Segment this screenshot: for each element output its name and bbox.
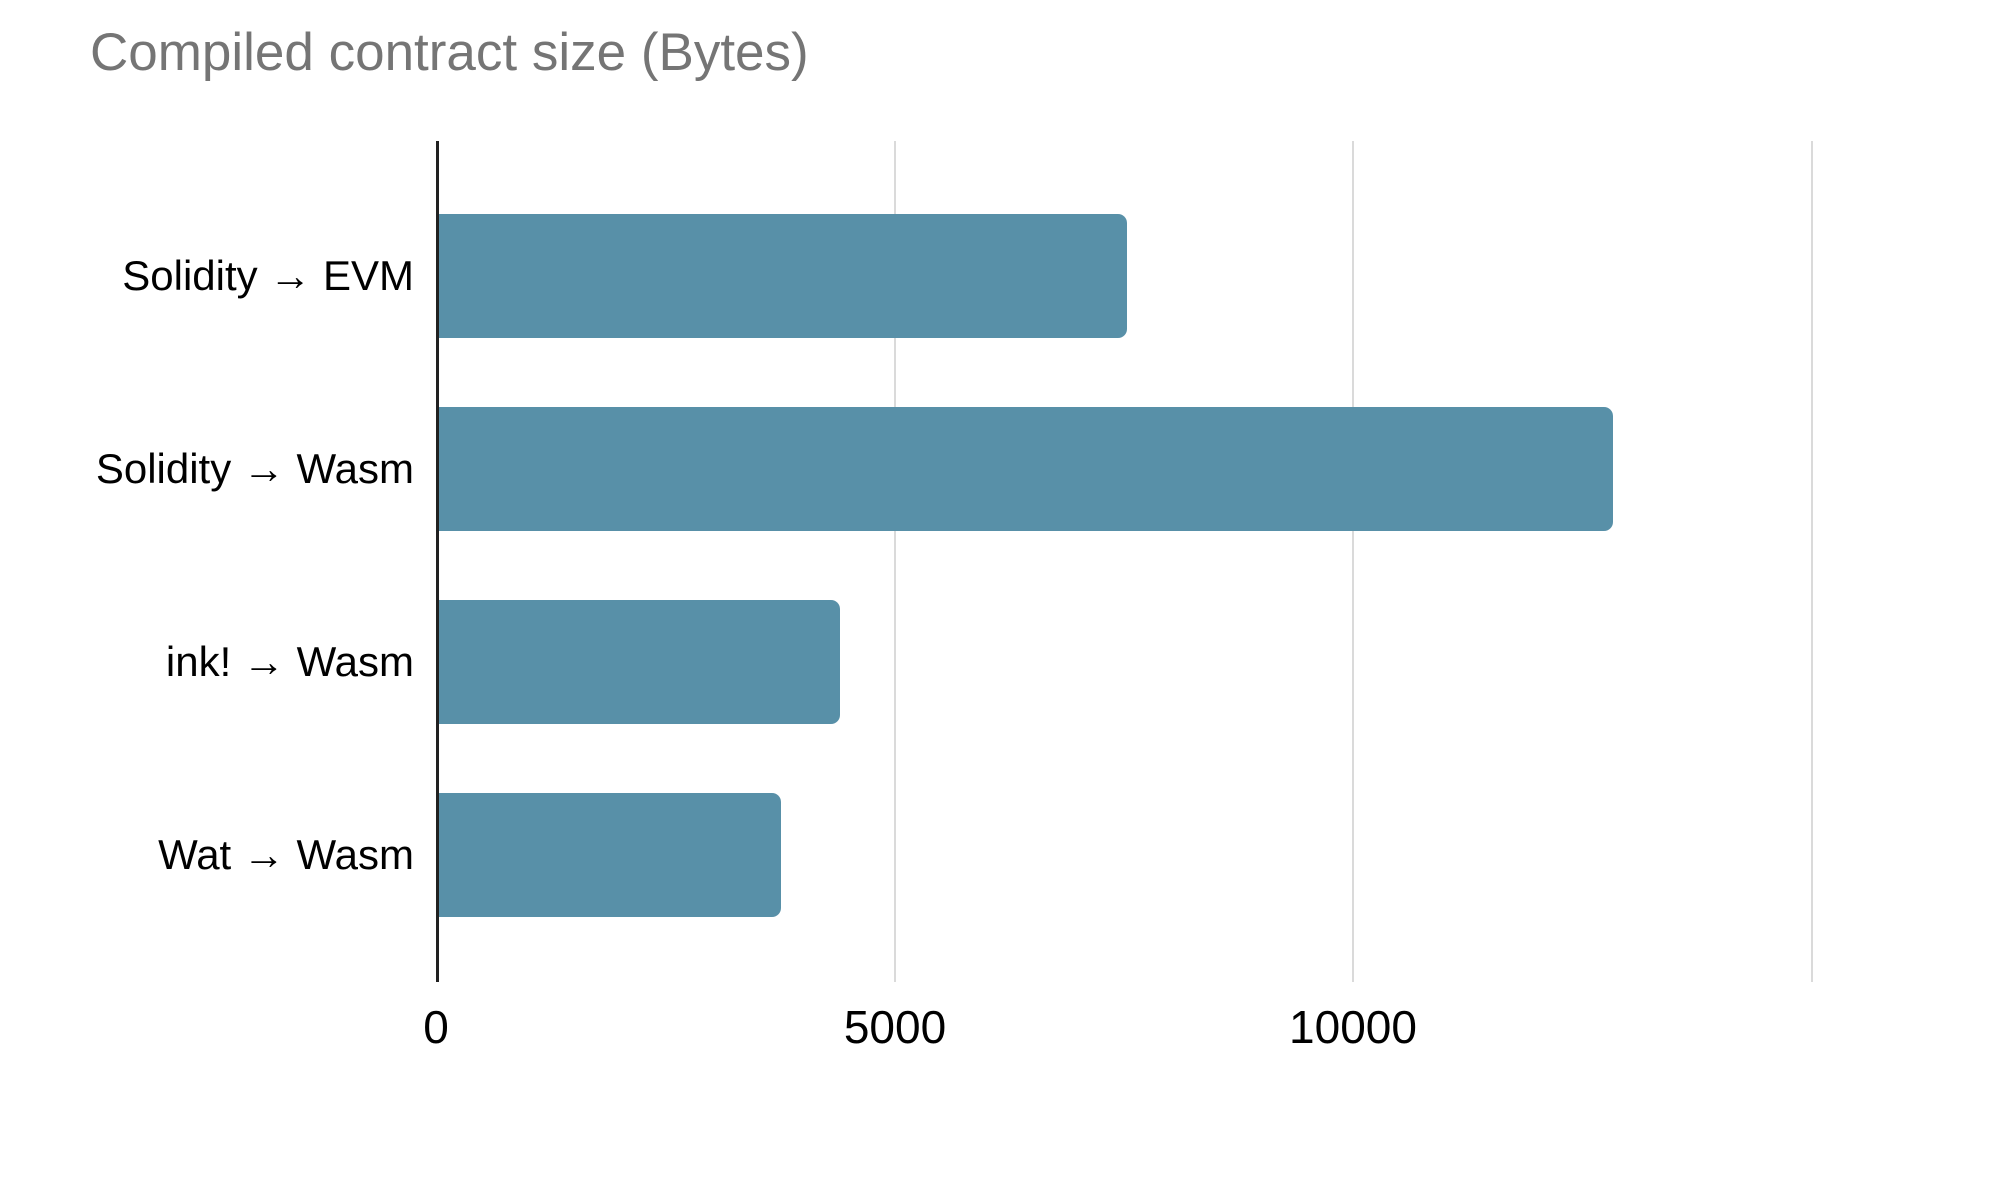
gridline-15000 <box>1810 141 1813 982</box>
bar <box>439 407 1613 531</box>
category-label: Wat → Wasm <box>158 831 414 878</box>
plot-area <box>436 141 1950 982</box>
category-label: Solidity → Wasm <box>95 445 414 492</box>
bar <box>439 600 840 724</box>
x-tick-label-10000: 10000 <box>1289 1001 1417 1053</box>
bar <box>439 793 781 917</box>
category-label: Solidity → EVM <box>122 252 414 299</box>
x-tick-label-5000: 5000 <box>843 1001 947 1053</box>
gridline-5000 <box>893 141 896 982</box>
zero-axis-line <box>436 141 439 982</box>
category-label: ink! → Wasm <box>165 638 414 685</box>
bar <box>439 214 1127 338</box>
gridline-10000 <box>1352 141 1354 982</box>
chart-title: Compiled contract size (Bytes) <box>90 23 809 82</box>
x-tick-label-0: 0 <box>423 1001 449 1053</box>
